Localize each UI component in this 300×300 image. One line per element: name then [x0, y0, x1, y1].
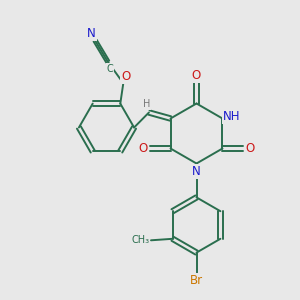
Text: NH: NH	[223, 110, 241, 123]
Text: N: N	[192, 165, 201, 178]
Text: Br: Br	[190, 274, 203, 287]
Text: O: O	[192, 69, 201, 82]
Text: CH₃: CH₃	[131, 235, 150, 245]
Text: C: C	[107, 64, 113, 74]
Text: N: N	[87, 27, 96, 40]
Text: O: O	[246, 142, 255, 155]
Text: H: H	[143, 99, 150, 109]
Text: O: O	[121, 70, 130, 83]
Text: O: O	[138, 142, 147, 155]
